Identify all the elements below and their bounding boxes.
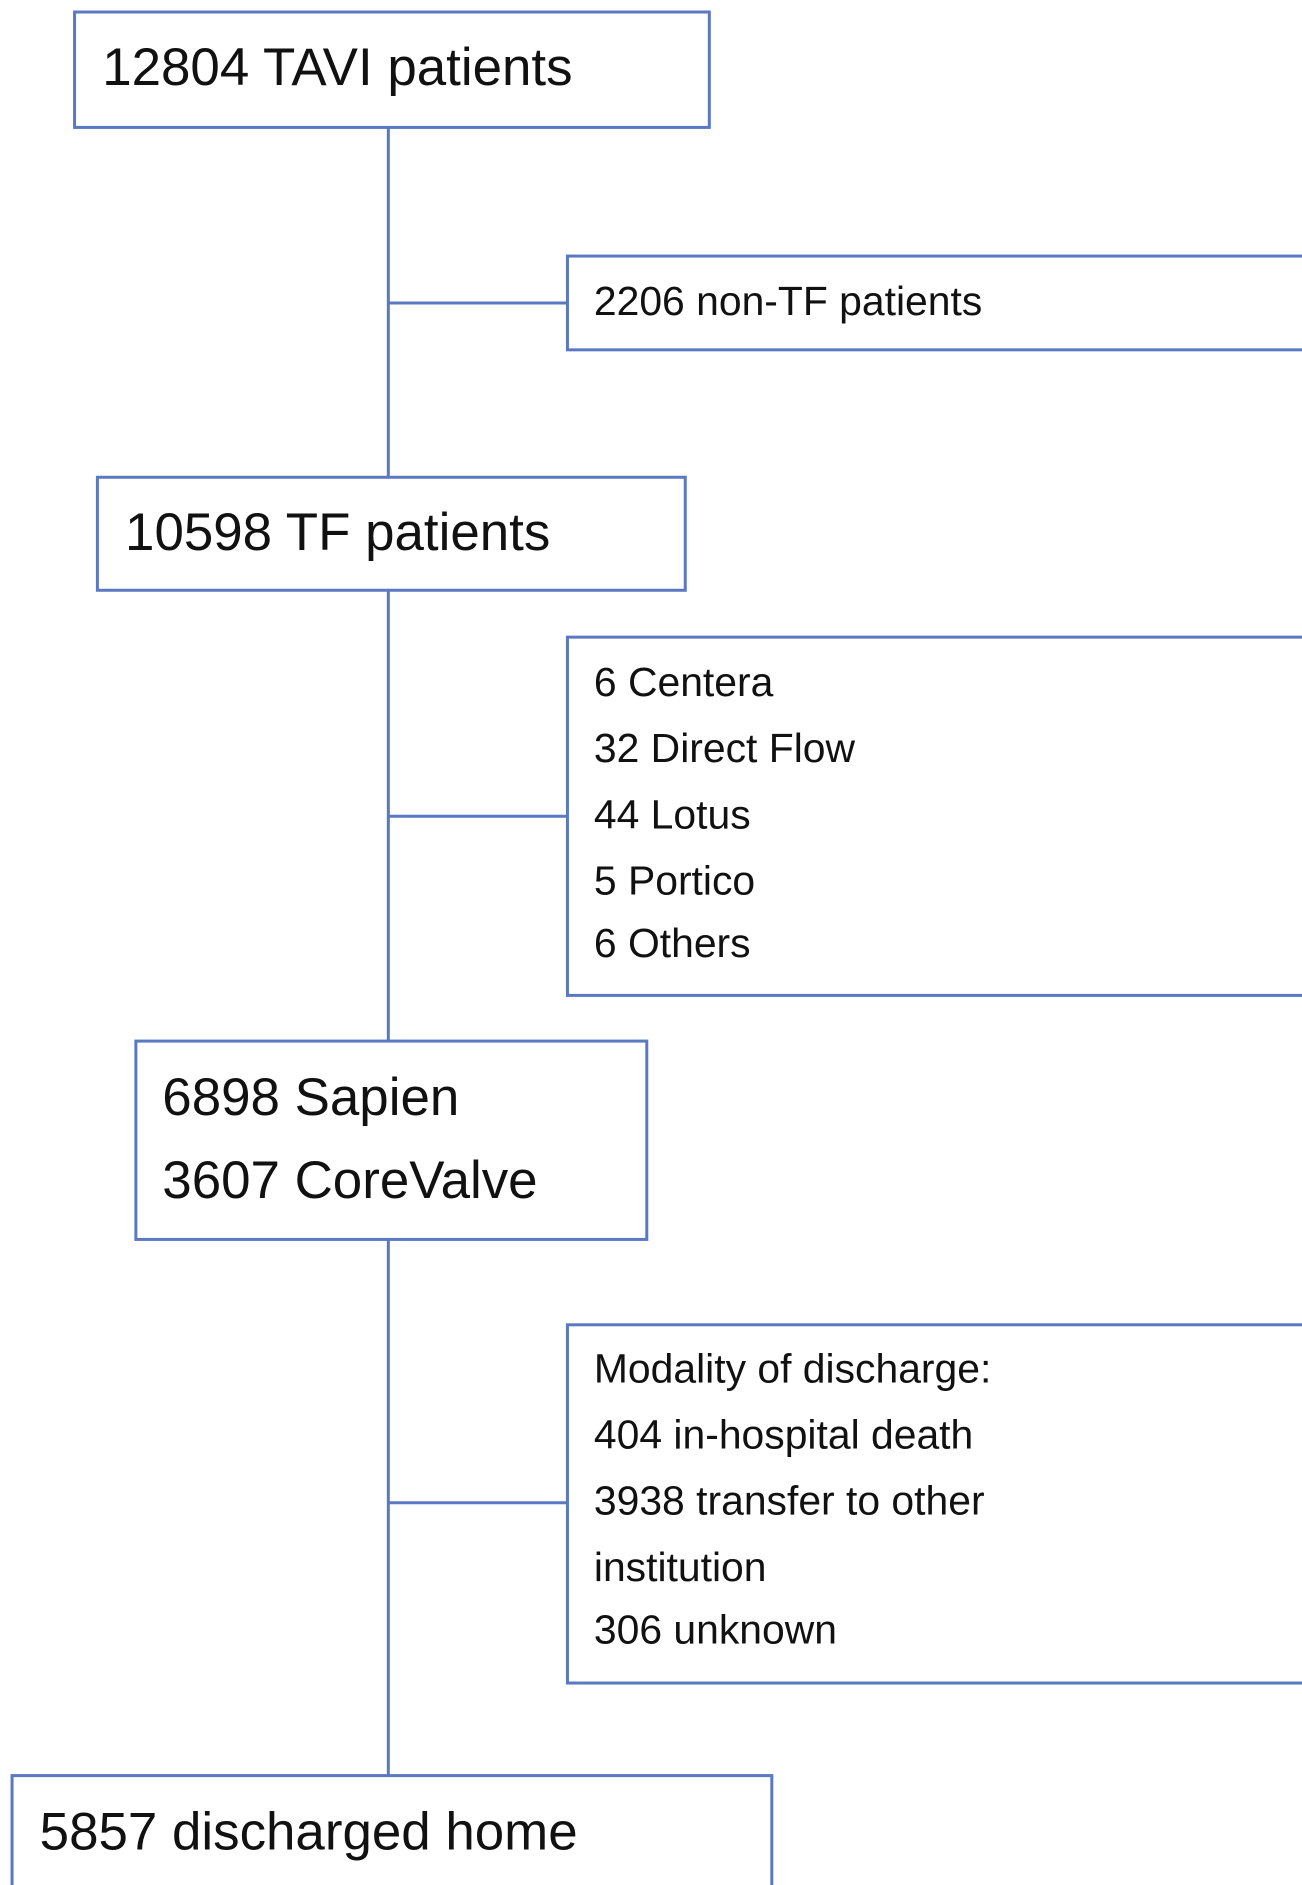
node-text: 3938 transfer to other <box>594 1478 985 1524</box>
node-text: 306 unknown <box>594 1606 837 1652</box>
node-box <box>10 1774 774 1885</box>
node-box <box>565 635 1302 997</box>
node-text: 6 Others <box>594 920 751 966</box>
node-text: 12804 TAVI patients <box>102 38 572 97</box>
node-text: 2206 non-TF patients <box>594 278 982 324</box>
node-text: 5857 discharged home <box>40 1803 578 1862</box>
node-text: 32 Direct Flow <box>594 725 856 771</box>
node-text: 5 Portico <box>594 857 755 903</box>
node-text: 3607 CoreValve <box>162 1151 537 1210</box>
node-text: 404 in-hospital death <box>594 1412 973 1458</box>
node-box <box>565 1323 1302 1685</box>
node-box <box>73 10 711 129</box>
node-text: institution <box>594 1544 767 1590</box>
node-box <box>95 475 687 592</box>
node-text: 6898 Sapien <box>162 1068 459 1127</box>
node-text: 10598 TF patients <box>125 503 550 562</box>
node-box <box>565 254 1302 352</box>
node-text: Modality of discharge: <box>594 1345 991 1391</box>
node-box <box>134 1039 649 1241</box>
node-text: 44 Lotus <box>594 791 751 837</box>
node-text: 6 Centera <box>594 659 774 705</box>
